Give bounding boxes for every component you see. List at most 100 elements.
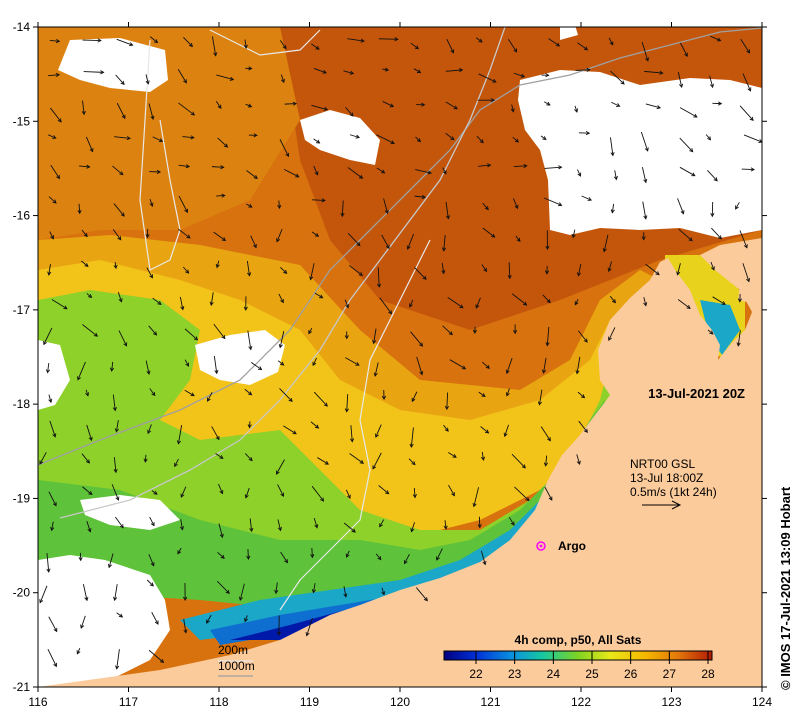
current-arrow-head xyxy=(112,407,117,412)
current-arrow-head xyxy=(206,619,210,624)
current-arrow xyxy=(414,267,427,280)
current-arrow xyxy=(152,136,163,142)
current-arrow-head xyxy=(444,405,450,411)
current-arrow xyxy=(707,170,718,182)
current-arrow-head xyxy=(214,369,219,375)
current-arrow xyxy=(415,169,432,174)
current-arrow-head xyxy=(219,490,224,495)
current-arrow xyxy=(576,454,581,465)
current-arrow-head xyxy=(143,458,148,463)
current-arrow-head xyxy=(184,208,188,214)
current-arrow-head xyxy=(280,361,285,366)
current-arrow xyxy=(50,164,60,179)
current-arrow-head xyxy=(411,397,416,403)
current-arrow-head xyxy=(39,599,44,604)
current-arrow xyxy=(48,491,57,506)
current-arrow xyxy=(411,391,418,402)
current-arrow xyxy=(148,325,157,336)
current-arrow-head xyxy=(57,118,62,123)
current-arrow xyxy=(280,551,288,563)
current-arrow xyxy=(283,168,299,178)
current-arrow xyxy=(540,135,547,140)
current-arrow xyxy=(244,453,253,461)
current-arrow-head xyxy=(645,57,650,62)
current-arrow xyxy=(246,203,253,208)
current-arrow xyxy=(81,453,90,464)
current-arrow-head xyxy=(120,212,125,217)
current-arrow xyxy=(246,170,258,179)
current-arrow xyxy=(441,262,445,274)
current-arrow-head xyxy=(583,338,588,343)
current-arrow xyxy=(642,201,647,219)
current-arrow-head xyxy=(736,342,741,347)
current-arrow-head xyxy=(384,209,389,215)
current-arrow-head xyxy=(643,215,648,220)
current-arrow-head xyxy=(716,37,722,42)
current-arrow xyxy=(448,484,455,496)
current-arrow-head xyxy=(444,427,449,432)
date-label: 13-Jul-2021 20Z xyxy=(648,386,745,401)
current-arrow xyxy=(244,39,247,49)
current-arrow-head xyxy=(39,460,44,465)
current-arrow-head xyxy=(541,369,547,374)
current-arrow xyxy=(577,169,581,177)
current-arrow xyxy=(182,136,194,139)
current-arrow xyxy=(514,486,530,501)
y-tick-label: -18 xyxy=(13,397,31,411)
current-arrow xyxy=(279,139,289,157)
current-arrow-head xyxy=(156,169,162,174)
current-arrow xyxy=(445,101,458,110)
current-arrow xyxy=(603,234,609,252)
current-arrow-head xyxy=(416,138,422,143)
current-arrow-head xyxy=(221,334,226,340)
current-arrow-head xyxy=(190,111,196,116)
current-arrow-head xyxy=(113,264,118,270)
current-arrow-head xyxy=(537,401,542,406)
current-arrow-head xyxy=(78,557,83,562)
current-arrow-head xyxy=(253,175,258,179)
current-arrow xyxy=(350,425,353,442)
current-arrow xyxy=(376,134,395,144)
current-arrow-head xyxy=(404,560,408,565)
current-arrow xyxy=(349,453,364,464)
current-arrow xyxy=(410,427,414,448)
current-arrow-head xyxy=(345,304,350,309)
current-arrow-head xyxy=(676,271,681,276)
current-arrow xyxy=(711,227,722,240)
current-arrow xyxy=(39,452,47,465)
current-arrow xyxy=(51,299,68,310)
current-arrow-head xyxy=(441,269,446,275)
current-arrow xyxy=(608,327,616,341)
current-arrow-head xyxy=(322,69,327,74)
current-arrow xyxy=(443,424,449,432)
current-arrow-head xyxy=(84,262,89,267)
current-arrow-head xyxy=(583,428,588,433)
current-arrow-head xyxy=(450,136,455,141)
current-arrow-head xyxy=(385,490,390,495)
current-arrow xyxy=(47,362,50,373)
current-arrow-head xyxy=(436,556,440,561)
current-arrow xyxy=(644,70,663,74)
current-arrow xyxy=(48,264,51,275)
current-arrow-head xyxy=(558,202,563,207)
current-arrow-head xyxy=(126,136,131,141)
current-arrow xyxy=(50,107,62,123)
current-arrow xyxy=(80,615,86,629)
current-arrow-head xyxy=(76,650,81,655)
current-arrow-head xyxy=(686,305,691,309)
current-arrow-head xyxy=(482,560,487,566)
current-arrow-head xyxy=(190,392,195,397)
current-arrow xyxy=(349,134,360,138)
current-arrow xyxy=(449,359,466,370)
x-tick-label: 119 xyxy=(300,695,319,709)
current-arrow-head xyxy=(442,170,447,175)
current-arrow xyxy=(118,330,127,347)
current-arrow-head xyxy=(547,437,551,442)
y-tick-label: -20 xyxy=(13,586,31,600)
current-arrow-head xyxy=(183,79,187,84)
current-arrow xyxy=(280,267,287,274)
current-arrow xyxy=(346,550,350,558)
current-arrow-head xyxy=(150,115,155,121)
current-arrow-head xyxy=(119,171,124,176)
current-arrow xyxy=(448,452,457,458)
